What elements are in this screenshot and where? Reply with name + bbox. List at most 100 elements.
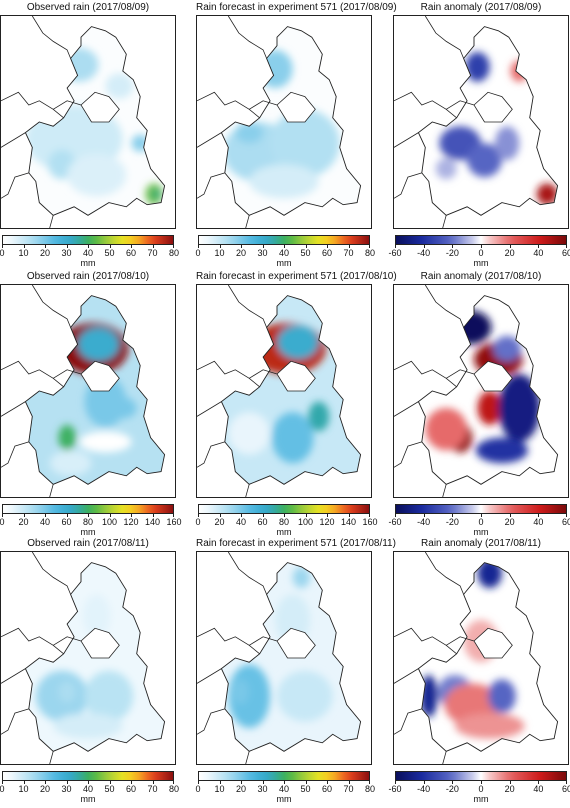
tick-label: 70 <box>343 784 354 794</box>
map-svg <box>197 16 362 228</box>
hole-outline <box>80 91 120 123</box>
map-svg <box>197 285 362 497</box>
tick-label: 0 <box>478 248 484 258</box>
tick-mark <box>305 781 307 784</box>
border-line <box>1 360 64 388</box>
tick-label: 40 <box>533 517 544 527</box>
tick-mark <box>109 245 111 248</box>
map-svg <box>394 16 559 228</box>
map-frame <box>0 284 176 498</box>
border-line <box>394 441 422 468</box>
tick-mark <box>173 781 174 784</box>
map-svg <box>1 285 166 497</box>
tick-mark <box>152 781 154 784</box>
border-line <box>394 132 419 148</box>
panel-title: Rain anomaly (2017/08/09) <box>420 2 542 13</box>
outside-area <box>277 92 316 122</box>
tick-mark <box>369 514 370 517</box>
tick-mark <box>88 514 89 517</box>
border-line <box>31 552 71 595</box>
tick-mark <box>566 245 567 248</box>
tick-mark <box>131 514 132 517</box>
panel-title: Rain anomaly (2017/08/10) <box>420 271 542 282</box>
hole-outline <box>276 360 316 392</box>
tick-mark <box>305 245 307 248</box>
outside-area <box>474 628 513 658</box>
tick-mark <box>66 781 68 784</box>
tick-mark <box>152 245 154 248</box>
tick-label: 30 <box>61 248 72 258</box>
rain-blob <box>536 183 558 205</box>
tick-label: 80 <box>278 517 290 527</box>
region-outline <box>24 26 166 216</box>
tick-mark <box>452 245 454 248</box>
tick-label: 60 <box>321 784 333 794</box>
tick-mark <box>23 514 25 517</box>
tick-mark <box>173 514 174 517</box>
rain-blob <box>53 713 123 739</box>
panel-title: Observed rain (2017/08/09) <box>26 2 150 13</box>
tick-label: 60 <box>561 248 570 258</box>
tick-label: 0 <box>195 517 201 527</box>
rain-blob <box>467 143 502 178</box>
rain-blob <box>257 49 293 89</box>
border-line <box>49 751 54 764</box>
tick-mark <box>131 245 132 248</box>
border-line <box>31 285 71 328</box>
border-line <box>445 369 475 379</box>
colorbar <box>198 235 370 245</box>
tick-label: 80 <box>168 248 180 258</box>
border-line <box>442 215 447 228</box>
border-line <box>1 668 26 684</box>
border-line <box>394 401 419 417</box>
colorbar-unit: mm <box>473 527 489 537</box>
rain-blob <box>82 594 111 637</box>
rain-blob <box>228 412 271 455</box>
tick-mark <box>2 781 3 784</box>
tick-mark <box>219 245 221 248</box>
tick-mark <box>348 245 350 248</box>
tick-label: 70 <box>343 248 354 258</box>
rain-blob <box>493 335 522 362</box>
tick-mark <box>509 781 511 784</box>
tick-mark <box>262 514 264 517</box>
tick-mark <box>395 781 396 784</box>
tick-label: 20 <box>39 248 51 258</box>
border-line <box>197 627 260 655</box>
panel-title: Rain forecast in experiment 571 (2017/08… <box>196 2 397 13</box>
rain-blob <box>270 109 340 178</box>
border-line <box>394 360 457 388</box>
border-line <box>424 285 464 328</box>
tick-label: 60 <box>561 784 570 794</box>
rain-blob <box>58 424 76 451</box>
rain-blob <box>308 401 330 432</box>
tick-mark <box>395 245 396 248</box>
border-line <box>197 401 222 417</box>
tick-mark <box>305 514 307 517</box>
tick-mark <box>566 781 567 784</box>
outside-area <box>277 361 316 391</box>
tick-label: 80 <box>364 784 376 794</box>
tick-mark <box>481 781 482 784</box>
border-line <box>248 100 278 110</box>
border-line <box>52 636 82 646</box>
panel-title: Observed rain (2017/08/10) <box>26 271 150 282</box>
hole-outline <box>80 627 120 659</box>
border-line <box>424 552 464 595</box>
rain-blob <box>477 391 502 425</box>
border-line <box>1 91 64 119</box>
rain-blob <box>477 562 502 589</box>
border-line <box>52 100 82 110</box>
tick-mark <box>173 245 174 248</box>
tick-label: 20 <box>18 517 29 527</box>
tick-mark <box>327 781 328 784</box>
panel-title: Rain anomaly (2017/08/11) <box>421 538 541 549</box>
region-outline <box>417 26 559 216</box>
tick-mark <box>88 245 89 248</box>
tick-label: 40 <box>278 248 290 258</box>
border-line <box>442 484 447 497</box>
border-line <box>1 627 64 655</box>
tick-label: 20 <box>214 517 225 527</box>
tick-label: 0 <box>0 517 5 527</box>
map-frame <box>393 551 569 765</box>
